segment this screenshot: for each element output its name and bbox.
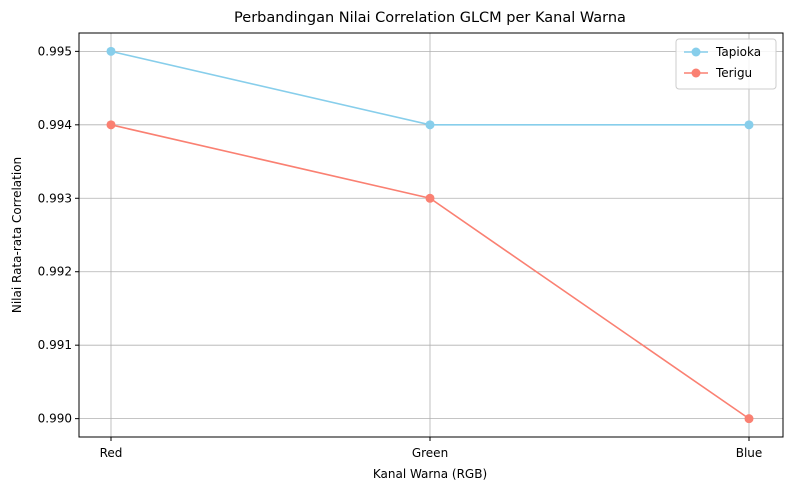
data-point-tapioka	[106, 46, 116, 56]
y-axis: 0.990 0.991 0.992 0.993 0.994 0.995	[38, 44, 79, 426]
x-axis-label: Kanal Warna (RGB)	[373, 467, 487, 481]
legend-marker-terigu	[691, 68, 701, 78]
data-series	[106, 46, 754, 424]
legend-label-terigu: Terigu	[715, 66, 752, 80]
y-tick-label: 0.991	[38, 338, 72, 352]
x-tick-label: Red	[100, 446, 123, 460]
chart-title: Perbandingan Nilai Correlation GLCM per …	[234, 10, 626, 26]
y-tick-label: 0.992	[38, 265, 72, 279]
data-point-tapioka	[744, 120, 754, 130]
y-tick-label: 0.990	[38, 412, 72, 426]
plot-area-frame	[78, 32, 784, 438]
y-axis-label: Nilai Rata-rata Correlation	[10, 157, 24, 313]
legend-label-tapioka: Tapioka	[715, 45, 761, 59]
data-point-terigu	[744, 414, 754, 424]
x-tick-label: Green	[412, 446, 448, 460]
y-tick-label: 0.993	[38, 191, 72, 205]
legend: Tapioka Terigu	[675, 38, 777, 90]
data-point-terigu	[106, 120, 116, 130]
y-tick-label: 0.995	[38, 44, 72, 58]
grid-lines	[79, 33, 783, 437]
x-axis: Red Green Blue	[100, 437, 763, 460]
data-point-tapioka	[425, 120, 435, 130]
data-point-terigu	[425, 193, 435, 203]
legend-marker-tapioka	[691, 47, 701, 57]
x-tick-label: Blue	[736, 446, 763, 460]
y-tick-label: 0.994	[38, 118, 72, 132]
